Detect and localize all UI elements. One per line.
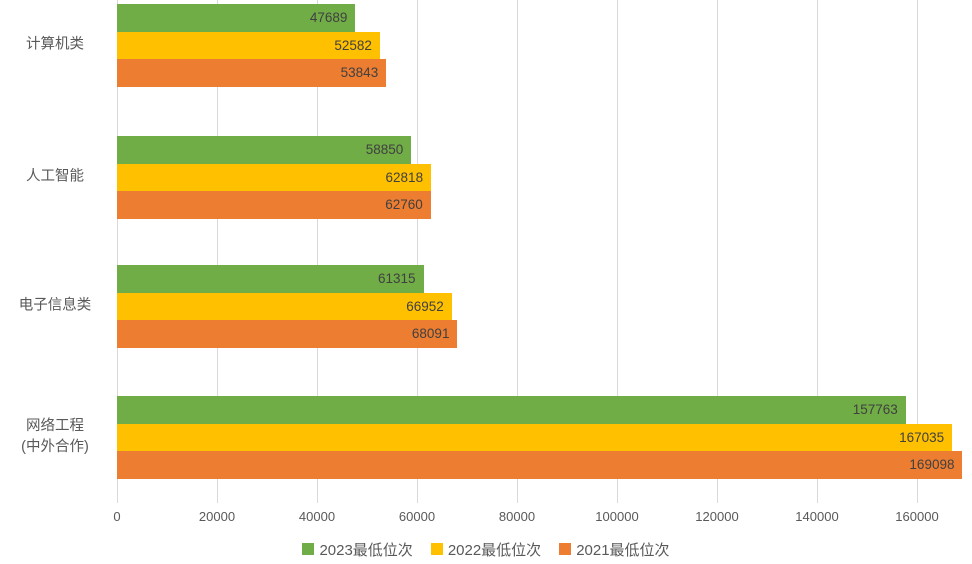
bar-value-label: 47689	[309, 10, 348, 26]
bar-value-label: 68091	[411, 326, 450, 342]
bar-2021最低位次-网络工程: 169098	[117, 451, 963, 479]
category-label: 计算机类	[26, 36, 84, 53]
x-tick-label: 0	[113, 509, 121, 524]
bar-value-label: 66952	[406, 298, 444, 314]
gridline	[117, 0, 118, 503]
x-tick-label: 80000	[498, 509, 536, 524]
legend-item-2022最低位次: 2022最低位次	[430, 539, 542, 560]
legend-label: 2021最低位次	[576, 541, 670, 559]
bar-2023最低位次-计算机类: 47689	[117, 4, 356, 32]
x-tick-label: 140000	[795, 509, 839, 524]
gridline	[717, 0, 718, 503]
bar-2021最低位次-人工智能: 62760	[117, 191, 431, 219]
gridline	[217, 0, 218, 503]
bar-2023最低位次-人工智能: 58850	[117, 136, 412, 164]
bar-value-label: 62818	[385, 169, 424, 185]
legend-swatch-icon	[430, 543, 443, 555]
gridline	[617, 0, 618, 503]
legend-item-2023最低位次: 2023最低位次	[302, 539, 413, 560]
bar-value-label: 167035	[899, 429, 945, 445]
legend-item-2021最低位次: 2021最低位次	[559, 539, 670, 560]
bar-2023最低位次-电子信息类: 61315	[117, 265, 424, 293]
category-label: 人工智能	[26, 168, 84, 185]
bar-2022最低位次-人工智能: 62818	[117, 163, 432, 191]
bar-value-label: 62760	[385, 197, 423, 213]
legend-label: 2022最低位次	[447, 541, 542, 559]
bar-value-label: 157763	[852, 402, 898, 418]
legend-label: 2023最低位次	[319, 541, 413, 559]
x-tick-label: 160000	[895, 509, 939, 524]
gridline	[817, 0, 818, 503]
bar-value-label: 169098	[909, 457, 955, 473]
plot-area: 47689 52582 53843 58850 62818 62760 61315 66952…	[117, 0, 968, 503]
gridline	[417, 0, 418, 503]
bar-2022最低位次-计算机类: 52582	[117, 31, 380, 59]
x-tick-label: 120000	[695, 509, 739, 524]
category-label: 网络工程 (中外合作)	[21, 418, 89, 456]
x-tick-label: 20000	[198, 509, 236, 524]
bar-2023最低位次-网络工程: 157763	[117, 396, 906, 424]
legend-swatch-icon	[302, 543, 315, 555]
gridline	[317, 0, 318, 503]
legend-swatch-icon	[559, 543, 572, 555]
gridline	[917, 0, 918, 503]
value-axis: 0 20000 40000 60000 80000 100000 120000 140000 1…	[113, 509, 968, 529]
bar-2021最低位次-计算机类: 53843	[117, 59, 387, 87]
category-label: 电子信息类	[18, 297, 92, 314]
bar-2022最低位次-电子信息类: 66952	[117, 292, 452, 320]
bar-value-label: 58850	[365, 142, 404, 158]
gridline	[517, 0, 518, 503]
legend: 2023最低位次 2022最低位次 2021最低位次	[0, 537, 972, 561]
bar-value-label: 53843	[340, 65, 379, 81]
x-tick-label: 100000	[595, 509, 639, 524]
bar-value-label: 61315	[378, 271, 416, 287]
bar-2022最低位次-网络工程: 167035	[117, 423, 953, 451]
x-tick-label: 60000	[398, 509, 436, 524]
category-axis: 计算机类人工智能电子信息类网络工程 (中外合作)	[0, 0, 110, 503]
bar-value-label: 52582	[334, 37, 372, 53]
bar-2021最低位次-电子信息类: 68091	[117, 320, 458, 348]
x-tick-label: 40000	[298, 509, 336, 524]
